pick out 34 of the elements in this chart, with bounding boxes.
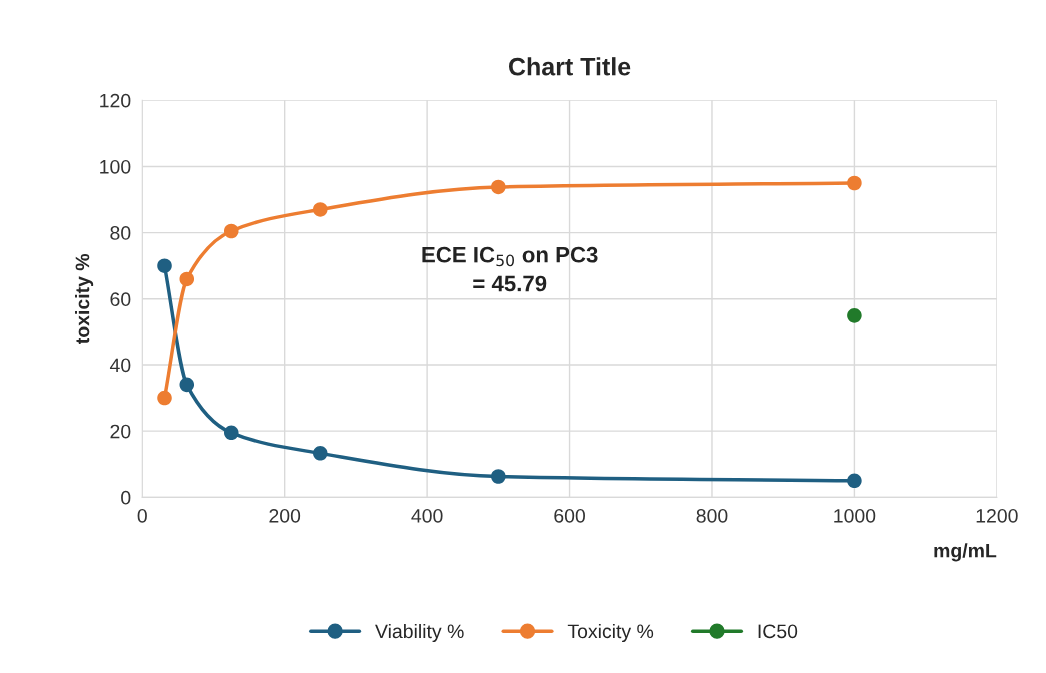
- point: [179, 271, 195, 287]
- y-axis-title: toxicity %: [75, 253, 94, 344]
- x-tick-label: 600: [554, 508, 586, 523]
- point: [491, 179, 506, 195]
- y-tick-label: 100: [100, 159, 131, 174]
- x-tick-label: 800: [696, 508, 728, 523]
- point: [847, 175, 862, 191]
- chart-title: Chart Title: [508, 57, 631, 76]
- point: [179, 377, 195, 393]
- y-tick-label: 0: [121, 490, 131, 505]
- point: [157, 258, 172, 274]
- x-tick-label: 200: [269, 508, 301, 523]
- annotation: ECE IC$_{50}$ on PC3 = 45.79: [422, 246, 598, 292]
- y-tick-label: 120: [100, 93, 131, 108]
- y-tick-label: 20: [110, 424, 131, 439]
- point: [847, 308, 862, 323]
- x-tick-label: 1200: [976, 508, 1018, 523]
- legend-label: Viability %: [375, 623, 464, 643]
- y-tick-label: 40: [109, 358, 131, 373]
- x-tick-label: 400: [411, 508, 443, 523]
- point: [313, 202, 328, 217]
- point: [223, 223, 239, 239]
- point: [313, 446, 328, 461]
- y-tick-label: 80: [110, 226, 131, 240]
- legend-label: Toxicity %: [567, 623, 654, 643]
- legend-label: IC50: [758, 624, 798, 639]
- point: [223, 425, 239, 441]
- point: [847, 473, 862, 489]
- point: [157, 390, 172, 406]
- x-tick-label: 1000: [834, 508, 876, 523]
- y-tick-label: 60: [110, 292, 131, 307]
- point: [491, 469, 506, 484]
- x-axis-title: mg/mL: [934, 543, 997, 562]
- x-tick-label: 0: [137, 508, 147, 523]
